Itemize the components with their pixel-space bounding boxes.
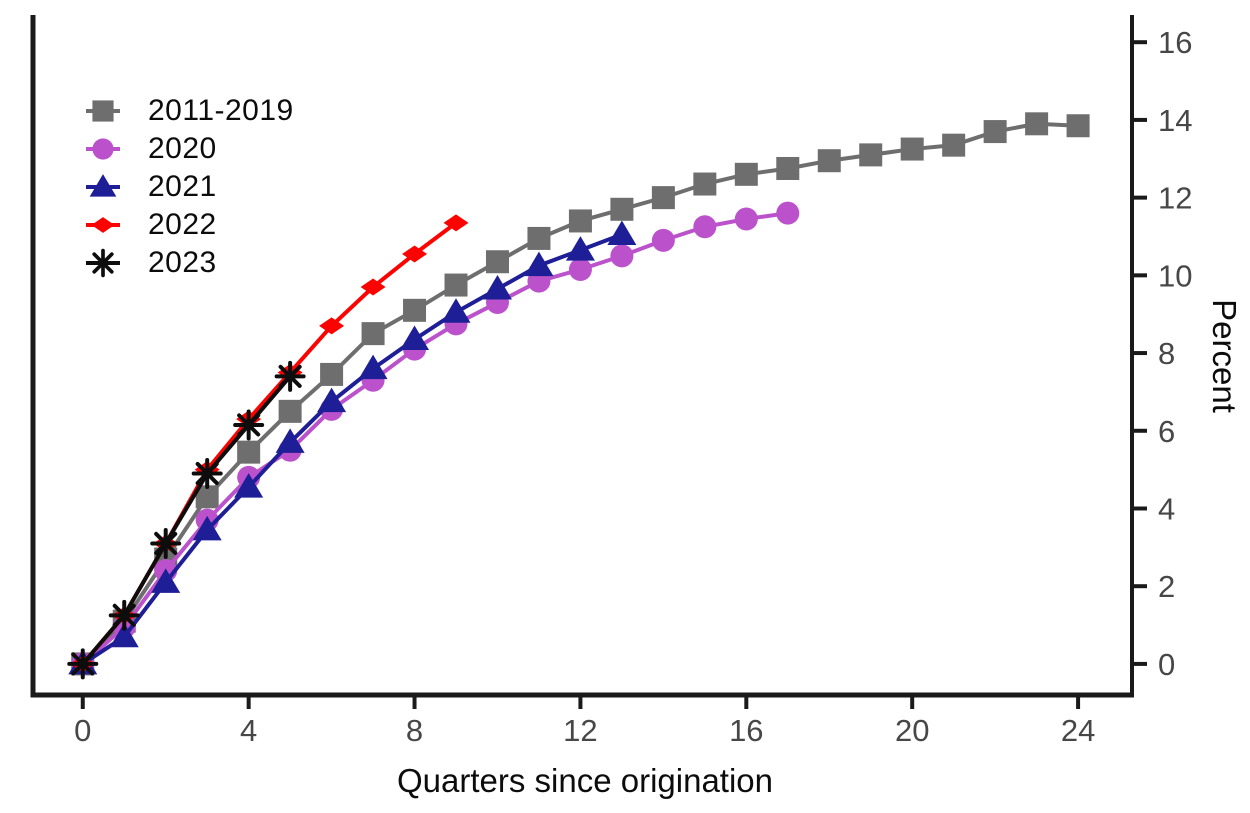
y-tick-label: 14 — [1158, 103, 1192, 138]
triangle-marker — [441, 298, 471, 323]
legend-label: 2020 — [148, 132, 217, 165]
square-marker — [444, 273, 468, 297]
triangle-marker — [109, 622, 139, 648]
asterisk-marker — [285, 371, 295, 381]
square-marker — [195, 485, 219, 509]
square-marker — [361, 322, 385, 346]
asterisk-marker — [98, 258, 108, 268]
y-tick-label: 12 — [1158, 181, 1192, 216]
triangle-marker — [607, 220, 637, 246]
diamond-marker — [91, 217, 115, 233]
asterisk-marker — [161, 538, 171, 548]
square-marker — [859, 143, 883, 167]
square-marker — [776, 156, 800, 180]
x-tick-label: 20 — [895, 713, 929, 748]
x-tick-label: 24 — [1061, 713, 1095, 748]
triangle-legend-icon — [84, 170, 122, 204]
x-tick-label: 4 — [240, 713, 257, 748]
legend-item-2021: 2021 — [84, 168, 294, 206]
legend-item-2011-2019: 2011-2019 — [84, 92, 294, 130]
square-marker — [320, 362, 344, 386]
legend-label: 2023 — [148, 246, 217, 279]
square-marker — [92, 100, 114, 122]
y-tick-label: 8 — [1158, 336, 1175, 371]
circle-marker — [92, 138, 114, 160]
triangle-marker — [234, 473, 264, 498]
square-marker — [610, 197, 634, 221]
diamond-marker — [443, 214, 469, 232]
square-marker — [527, 226, 551, 250]
x-tick-label: 12 — [563, 713, 597, 748]
triangle-marker — [565, 236, 595, 261]
triangle-marker — [358, 354, 388, 380]
diamond-marker — [319, 317, 345, 335]
triangle-marker — [275, 428, 305, 453]
triangle-marker — [151, 568, 181, 593]
triangle-marker — [192, 515, 222, 541]
asterisk-marker — [244, 420, 254, 430]
y-tick-label: 4 — [1158, 491, 1175, 526]
x-tick-label: 0 — [74, 713, 91, 748]
legend-item-2022: 2022 — [84, 206, 294, 244]
chart-legend: 2011-2019 2020 2021 2022 2023 — [84, 92, 294, 282]
diamond-legend-icon — [84, 208, 122, 242]
series-2021 — [68, 220, 637, 675]
square-marker — [900, 137, 924, 161]
y-tick-label: 6 — [1158, 414, 1175, 449]
circle-marker — [568, 258, 592, 282]
y-tick-label: 10 — [1158, 258, 1192, 293]
square-marker — [983, 120, 1007, 144]
asterisk-marker — [78, 659, 88, 669]
square-marker — [734, 162, 758, 186]
y-tick-label: 16 — [1158, 25, 1192, 60]
square-marker — [942, 133, 966, 157]
asterisk-marker — [119, 610, 129, 620]
x-tick-label: 8 — [406, 713, 423, 748]
square-marker — [568, 209, 592, 233]
square-marker — [817, 149, 841, 173]
legend-label: 2022 — [148, 208, 217, 241]
square-marker — [237, 440, 261, 464]
square-marker — [651, 186, 675, 210]
y-tick-label: 0 — [1158, 647, 1175, 682]
x-tick-label: 16 — [729, 713, 763, 748]
triangle-marker — [89, 174, 117, 197]
square-marker — [693, 172, 717, 196]
legend-item-2020: 2020 — [84, 130, 294, 168]
square-marker — [403, 298, 427, 322]
square-marker — [485, 250, 509, 274]
circle-marker — [693, 215, 717, 239]
series-2023 — [67, 360, 306, 680]
diamond-marker — [360, 278, 386, 296]
circle-legend-icon — [84, 132, 122, 166]
series-line-2021 — [81, 232, 623, 666]
triangle-marker — [400, 325, 430, 350]
legend-label: 2021 — [148, 170, 217, 203]
diamond-marker — [402, 245, 428, 263]
circle-marker — [651, 228, 675, 252]
circle-marker — [610, 244, 634, 268]
square-marker — [278, 399, 302, 423]
y-tick-label: 2 — [1158, 569, 1175, 604]
square-legend-icon — [84, 94, 122, 128]
triangle-marker — [482, 274, 512, 300]
asterisk-marker — [202, 469, 212, 479]
square-marker — [1066, 114, 1090, 138]
asterisk-legend-icon — [84, 246, 122, 280]
triangle-marker — [524, 251, 554, 277]
x-axis-title: Quarters since origination — [396, 762, 774, 799]
circle-marker — [776, 201, 800, 225]
square-marker — [1025, 112, 1049, 136]
legend-label: 2011-2019 — [148, 94, 294, 127]
circle-marker — [734, 207, 758, 231]
triangle-marker — [317, 387, 347, 413]
legend-item-2023: 2023 — [84, 244, 294, 282]
